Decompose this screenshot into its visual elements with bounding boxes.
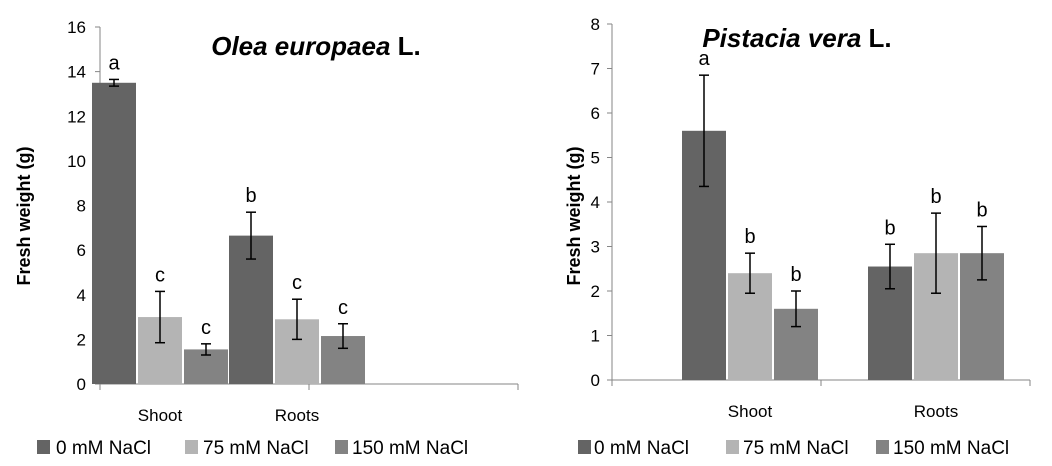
y-tick-label: 8 <box>77 197 86 216</box>
y-tick-label: 4 <box>591 193 600 212</box>
significance-letter: a <box>698 48 710 70</box>
y-tick-label: 7 <box>591 60 600 79</box>
chart-title-suffix: L. <box>861 23 891 53</box>
y-tick-label: 8 <box>591 15 600 34</box>
chart-title-suffix: L. <box>390 31 420 61</box>
significance-letter: b <box>790 264 801 286</box>
significance-letter: a <box>108 52 120 74</box>
significance-letter: c <box>338 297 348 319</box>
x-tick-label: Shoot <box>728 402 773 421</box>
significance-letter: b <box>744 226 755 248</box>
legend-label: 150 mM NaCl <box>893 438 1009 459</box>
legend-swatch <box>578 440 591 454</box>
legend-swatch <box>726 440 739 454</box>
significance-letter: b <box>245 185 256 207</box>
legend-swatch <box>876 440 889 454</box>
legend-label: 75 mM NaCl <box>203 438 309 459</box>
y-axis-label: Fresh weight (g) <box>14 146 34 285</box>
legend-swatch <box>37 440 50 454</box>
bar <box>92 82 136 384</box>
legend-label: 0 mM NaCl <box>594 438 689 459</box>
y-axis-label: Fresh weight (g) <box>564 146 584 285</box>
y-tick-label: 10 <box>67 152 86 171</box>
chart-title: Pistacia vera L. <box>702 23 891 53</box>
bar <box>229 235 273 384</box>
x-tick-label: Roots <box>275 406 319 425</box>
y-tick-label: 4 <box>77 286 86 305</box>
legend-label: 150 mM NaCl <box>352 438 468 459</box>
y-tick-label: 1 <box>591 327 600 346</box>
legend-swatch <box>335 440 348 454</box>
y-tick-label: 12 <box>67 107 86 126</box>
chart-title-species: Pistacia vera <box>702 23 861 53</box>
y-tick-label: 0 <box>77 375 86 394</box>
y-tick-label: 6 <box>591 104 600 123</box>
x-tick-label: Roots <box>914 402 958 421</box>
y-tick-label: 16 <box>67 18 86 37</box>
significance-letter: c <box>201 317 211 339</box>
chart-panel-olea: Olea europaea L. Fresh weight (g) 0 2 4 6 8 10 1… <box>14 18 519 459</box>
y-tick-label: 14 <box>67 63 86 82</box>
y-tick-label: 5 <box>591 149 600 168</box>
x-tick-label: Shoot <box>138 406 183 425</box>
y-tick-label: 3 <box>591 238 600 257</box>
legend-label: 75 mM NaCl <box>743 438 849 459</box>
chart-panel-pistacia: Pistacia vera L. Fresh weight (g) 0 1 2 3 4 5 6 7… <box>564 15 1031 459</box>
significance-letter: c <box>292 272 302 294</box>
significance-letter: b <box>930 186 941 208</box>
significance-letter: b <box>884 217 895 239</box>
chart-title: Olea europaea L. <box>211 31 421 61</box>
y-tick-label: 6 <box>77 241 86 260</box>
significance-letter: c <box>155 264 165 286</box>
chart-title-species: Olea europaea <box>211 31 390 61</box>
y-tick-label: 0 <box>591 371 600 390</box>
legend-label: 0 mM NaCl <box>56 438 151 459</box>
y-tick-label: 2 <box>77 330 86 349</box>
significance-letter: b <box>976 199 987 221</box>
legend-swatch <box>185 440 198 454</box>
y-tick-label: 2 <box>591 282 600 301</box>
